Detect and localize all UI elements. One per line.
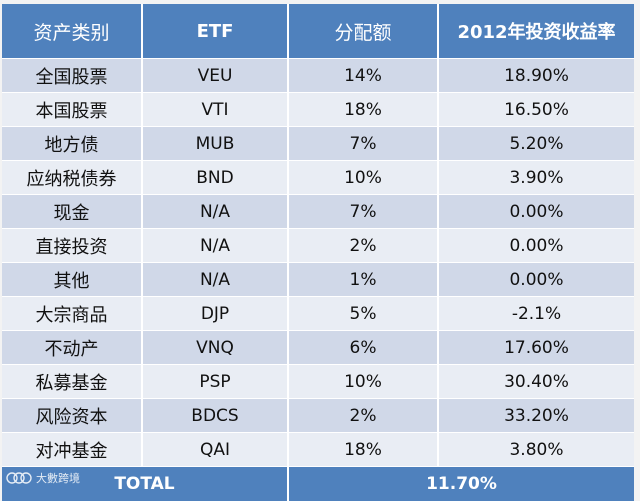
cell-return: 0.00%	[438, 195, 634, 229]
cell-category: 应纳税债券	[2, 161, 142, 195]
cell-return: 3.90%	[438, 161, 634, 195]
cell-category: 地方债	[2, 127, 142, 161]
header-etf: ETF	[142, 4, 288, 59]
cell-category: 现金	[2, 195, 142, 229]
total-row: TOTAL 11.70%	[2, 467, 634, 501]
cell-etf: VNQ	[142, 331, 288, 365]
cell-allocation: 1%	[288, 263, 438, 297]
cell-allocation: 2%	[288, 399, 438, 433]
cell-etf: MUB	[142, 127, 288, 161]
cell-return: 0.00%	[438, 263, 634, 297]
cell-allocation: 7%	[288, 195, 438, 229]
cell-etf: N/A	[142, 229, 288, 263]
cell-etf: N/A	[142, 263, 288, 297]
cell-etf: BDCS	[142, 399, 288, 433]
table-header-row: 资产类别 ETF 分配额 2012年投资收益率	[2, 4, 634, 59]
cell-allocation: 10%	[288, 365, 438, 399]
cell-allocation: 18%	[288, 433, 438, 467]
cell-category: 本国股票	[2, 93, 142, 127]
cell-return: 17.60%	[438, 331, 634, 365]
logo-icon	[6, 470, 32, 486]
cell-return: 18.90%	[438, 59, 634, 93]
header-category: 资产类别	[2, 4, 142, 59]
cell-category: 全国股票	[2, 59, 142, 93]
cell-return: 16.50%	[438, 93, 634, 127]
cell-return: -2.1%	[438, 297, 634, 331]
cell-allocation: 18%	[288, 93, 438, 127]
watermark: 大數跨境	[6, 470, 80, 486]
total-value: 11.70%	[288, 467, 634, 501]
cell-etf: BND	[142, 161, 288, 195]
cell-allocation: 5%	[288, 297, 438, 331]
header-allocation: 分配额	[288, 4, 438, 59]
cell-allocation: 2%	[288, 229, 438, 263]
cell-allocation: 10%	[288, 161, 438, 195]
cell-etf: N/A	[142, 195, 288, 229]
cell-category: 对冲基金	[2, 433, 142, 467]
cell-return: 30.40%	[438, 365, 634, 399]
cell-return: 0.00%	[438, 229, 634, 263]
cell-etf: DJP	[142, 297, 288, 331]
watermark-text: 大數跨境	[36, 470, 80, 486]
cell-category: 其他	[2, 263, 142, 297]
cell-return: 3.80%	[438, 433, 634, 467]
cell-allocation: 6%	[288, 331, 438, 365]
cell-category: 私募基金	[2, 365, 142, 399]
cell-category: 不动产	[2, 331, 142, 365]
cell-return: 5.20%	[438, 127, 634, 161]
cell-category: 大宗商品	[2, 297, 142, 331]
cell-category: 直接投资	[2, 229, 142, 263]
cell-etf: QAI	[142, 433, 288, 467]
cell-category: 风险资本	[2, 399, 142, 433]
cell-etf: VTI	[142, 93, 288, 127]
cell-allocation: 14%	[288, 59, 438, 93]
cell-etf: PSP	[142, 365, 288, 399]
cell-return: 33.20%	[438, 399, 634, 433]
header-return: 2012年投资收益率	[438, 4, 634, 59]
cell-allocation: 7%	[288, 127, 438, 161]
cell-etf: VEU	[142, 59, 288, 93]
